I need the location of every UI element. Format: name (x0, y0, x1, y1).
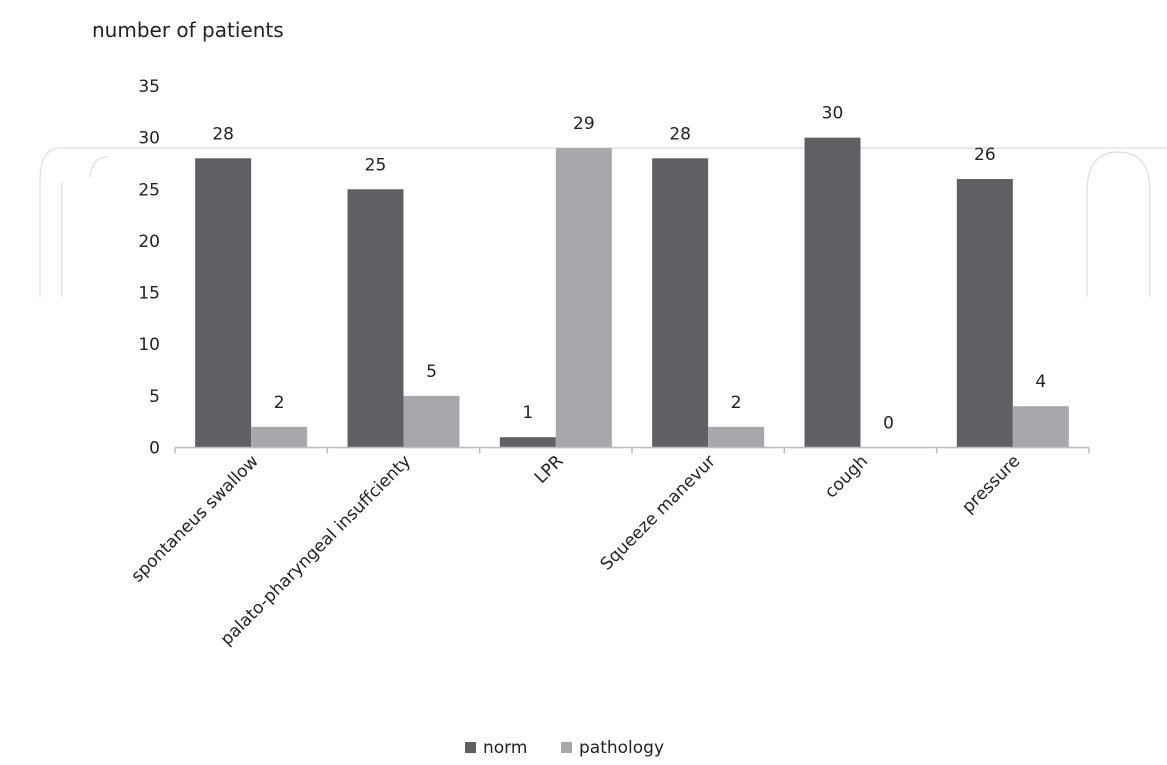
bar-norm-4 (804, 137, 861, 448)
bar-norm-2 (499, 437, 556, 448)
data-label-pathology-0: 2 (274, 393, 285, 413)
y-axis-title: number of patients (92, 18, 284, 42)
y-tick-label: 35 (138, 77, 160, 97)
legend-swatch-pathology (561, 742, 572, 753)
data-label-norm-0: 28 (212, 124, 234, 144)
bar-pathology-2 (555, 147, 612, 448)
y-tick-label: 15 (138, 284, 160, 304)
y-tick-label: 30 (138, 129, 160, 149)
y-tick-label: 20 (138, 232, 160, 252)
data-label-pathology-5: 4 (1035, 372, 1046, 392)
y-axis-ticks: 0 5 10 15 20 25 30 35 (138, 77, 160, 459)
category-label-4: cough (821, 451, 872, 502)
x-axis-tick-marks (174, 447, 1090, 454)
legend-swatch-norm (465, 742, 476, 753)
data-label-norm-3: 28 (669, 124, 691, 144)
bar-norm-1 (347, 189, 404, 448)
y-tick-label: 0 (149, 439, 160, 459)
watermark-outline (39, 147, 1167, 297)
data-label-norm-2: 1 (522, 403, 533, 423)
legend-label-norm: norm (483, 738, 527, 758)
bar-pathology-3 (708, 426, 765, 448)
data-label-pathology-3: 2 (731, 393, 742, 413)
category-label-2: LPR (531, 451, 568, 488)
category-label-3: Squeeze manevur (597, 451, 720, 574)
data-label-norm-4: 30 (822, 104, 844, 124)
category-label-0: spontaneus swallow (128, 451, 263, 586)
data-label-pathology-1: 5 (426, 362, 437, 382)
bar-pathology-1 (403, 395, 460, 448)
bar-norm-3 (652, 158, 709, 448)
data-label-pathology-2: 29 (573, 114, 595, 134)
data-label-norm-1: 25 (365, 155, 387, 175)
bar-norm-5 (956, 178, 1013, 448)
legend-label-pathology: pathology (579, 738, 664, 758)
category-label-5: pressure (958, 451, 1024, 517)
y-tick-label: 25 (138, 180, 160, 200)
legend: norm pathology (465, 738, 664, 758)
bar-pathology-0 (251, 426, 308, 448)
data-label-norm-5: 26 (974, 145, 996, 165)
data-label-pathology-4: 0 (883, 414, 894, 434)
y-tick-label: 5 (149, 387, 160, 407)
bar-pathology-5 (1012, 406, 1069, 448)
bar-norm-0 (195, 158, 252, 448)
bars (195, 137, 1069, 448)
y-tick-label: 10 (138, 335, 160, 355)
